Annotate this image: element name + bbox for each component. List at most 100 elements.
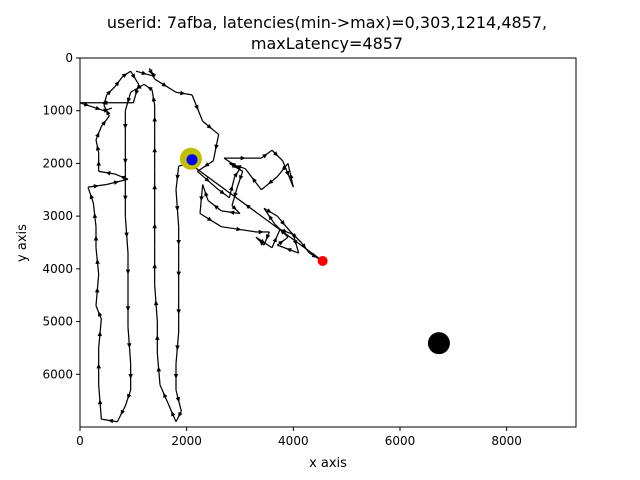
path-arrowhead <box>239 175 244 181</box>
path-arrowhead <box>214 144 219 150</box>
path-arrowhead <box>229 185 234 191</box>
path-arrowhead <box>266 208 272 213</box>
x-tick-label: 8000 <box>491 434 522 448</box>
path-arrowhead <box>175 174 180 180</box>
path-arrowhead <box>152 223 157 229</box>
path-arrowhead <box>124 232 129 238</box>
path-arrowhead <box>171 411 176 417</box>
x-tick-label: 2000 <box>171 434 202 448</box>
path-arrowhead <box>259 238 266 244</box>
path-arrowhead <box>231 205 237 211</box>
path-arrowhead <box>126 343 132 349</box>
path-arrowhead <box>278 240 284 246</box>
path-arrowhead <box>101 120 106 126</box>
end-point-marker <box>317 255 328 266</box>
path-arrowhead <box>262 153 268 159</box>
path-segment <box>188 162 324 262</box>
path-arrowhead <box>141 70 147 76</box>
y-tick-label: 1000 <box>42 104 73 118</box>
path-arrowhead <box>95 145 101 151</box>
x-tick-label: 4000 <box>278 434 309 448</box>
path-arrowhead <box>125 306 131 312</box>
path-arrowhead <box>173 374 179 380</box>
path-arrowhead <box>95 258 100 265</box>
y-tick-label: 5000 <box>42 315 73 329</box>
path-arrowhead <box>152 263 157 269</box>
path-arrowhead <box>268 214 274 221</box>
path-arrowhead <box>175 345 180 351</box>
path-arrowhead <box>291 232 297 239</box>
path-arrowhead <box>98 311 103 317</box>
path-arrowhead <box>120 409 125 416</box>
path-arrowhead <box>123 124 128 130</box>
path-arrowhead <box>266 234 271 240</box>
path-arrowhead <box>280 220 286 226</box>
path-arrowhead <box>93 235 99 241</box>
path-arrowhead <box>252 177 257 183</box>
path-arrowhead <box>92 212 98 219</box>
path-arrowhead <box>152 116 157 122</box>
path-arrowhead <box>245 204 251 210</box>
x-tick-label: 0 <box>76 434 84 448</box>
path-arrowhead <box>161 82 168 87</box>
chart-title-line-2: maxLatency=4857 <box>251 34 403 53</box>
path-arrowhead <box>97 331 102 337</box>
path-arrowhead <box>240 155 246 161</box>
path-arrowhead <box>128 374 133 380</box>
path-arrowhead <box>127 393 132 400</box>
path-arrowhead <box>126 97 132 103</box>
path-arrowhead <box>231 163 238 169</box>
x-axis-label: x axis <box>309 456 347 471</box>
path-arrowhead <box>96 160 101 166</box>
reference-point-marker <box>427 332 450 355</box>
path-arrowhead <box>236 165 242 170</box>
path-arrowhead <box>272 237 277 243</box>
path-arrowhead <box>204 177 210 183</box>
path-arrowhead <box>204 191 209 197</box>
path-arrowhead <box>93 184 99 189</box>
y-tick-label: 6000 <box>42 367 73 381</box>
tick-layer: 0 2000 4000 6000 8000 0 1000 2000 3000 4000 5000 60… <box>42 51 521 448</box>
path-arrowhead <box>286 248 292 253</box>
path-arrowhead <box>147 86 153 92</box>
path-arrowhead <box>268 179 274 185</box>
path-arrowhead <box>176 240 181 246</box>
path-arrowhead <box>152 184 157 190</box>
path-arrowhead <box>95 105 101 111</box>
path-arrowhead <box>258 229 264 235</box>
path-arrowhead <box>175 396 181 403</box>
path-arrowhead <box>121 73 128 79</box>
plot-frame <box>79 57 577 428</box>
path-arrowhead <box>206 123 212 129</box>
path-arrowhead <box>105 171 111 176</box>
path-arrowhead <box>94 287 100 293</box>
path-arrowhead <box>148 69 153 75</box>
path-arrowhead <box>273 151 279 157</box>
chart-title-line-1: userid: 7afba, latencies(min->max)=0,303… <box>107 13 547 32</box>
path-arrowhead <box>204 162 210 167</box>
path-arrowhead <box>163 392 168 399</box>
path-arrowhead <box>178 411 183 418</box>
path-arrowhead <box>206 216 213 222</box>
path-arrowhead <box>179 90 186 96</box>
path-arrowhead <box>103 108 109 113</box>
path-arrowhead <box>194 104 199 111</box>
path-arrowhead <box>97 399 103 405</box>
path-arrowhead <box>123 195 128 201</box>
path-arrowhead <box>113 180 120 185</box>
path-arrowhead <box>281 165 287 172</box>
path-arrowhead <box>289 173 294 179</box>
path-arrowhead <box>106 90 112 96</box>
path-arrowhead <box>199 196 204 202</box>
path-arrowhead <box>106 109 111 116</box>
path-arrowhead <box>114 80 120 87</box>
path-arrowhead <box>213 204 219 210</box>
path-arrowhead <box>153 300 159 306</box>
path-arrowhead <box>176 271 181 277</box>
path-arrowhead <box>83 102 90 107</box>
y-tick-label: 2000 <box>42 156 73 170</box>
y-tick-label: 4000 <box>42 262 73 276</box>
path-arrowhead <box>284 170 290 177</box>
